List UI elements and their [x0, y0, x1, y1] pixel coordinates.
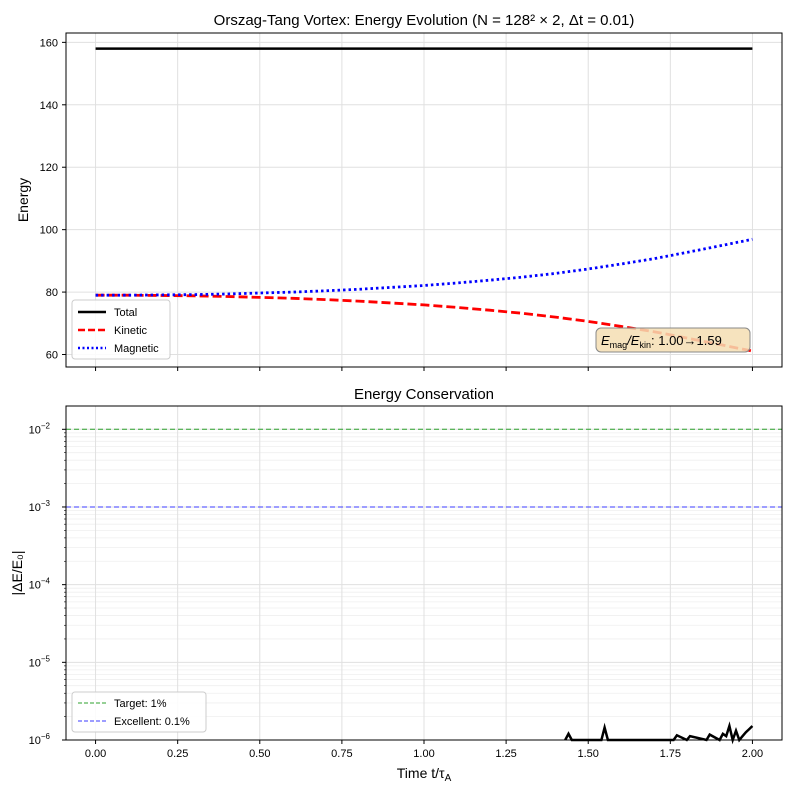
bottom-reference-lines	[66, 428, 782, 508]
y-axis-label: Energy	[15, 178, 31, 222]
x-tick-label: 0.50	[249, 748, 270, 760]
bottom-y-tick-label: 10−4	[29, 577, 51, 592]
annotation-prefix: E	[601, 333, 610, 348]
energy-ratio-annotation: Emag/Ekin: 1.00→1.59	[595, 327, 751, 353]
top-y-tick-label: 160	[40, 37, 58, 49]
legend-box	[71, 299, 171, 360]
energy-error-line	[564, 721, 754, 745]
top-y-tick-label: 80	[46, 287, 58, 299]
y-tick-exponent: −6	[41, 732, 51, 741]
x-axis-label: Time t/τA	[397, 765, 452, 784]
top-x-ticks	[95, 367, 753, 371]
annotation-sub2: kin	[639, 340, 651, 350]
legend-label-total: Total	[114, 307, 137, 319]
annotation-slash: /E	[626, 333, 640, 348]
x-tick-label: 0.75	[331, 748, 352, 760]
bottom-y-tick-label: 10−2	[29, 421, 51, 436]
x-tick-label: 0.00	[85, 748, 106, 760]
legend: Total Kinetic Magnetic	[71, 299, 171, 360]
top-y-tick-label: 100	[40, 225, 58, 237]
bottom-y-tick-label: 10−5	[29, 654, 51, 669]
top-grid	[66, 33, 782, 367]
bottom-y-ticks: 10−6 10−5 10−4 10−3 10−2	[29, 421, 66, 747]
x-axis-label-main: Time t/τ	[397, 765, 445, 781]
y-tick-exponent: −2	[41, 421, 51, 430]
bottom-series	[564, 721, 754, 745]
x-tick-label: 0.25	[167, 748, 188, 760]
x-tick-label: 1.50	[578, 748, 599, 760]
y-tick-exponent: −5	[41, 654, 51, 663]
x-tick-label: 2.00	[742, 748, 763, 760]
legend-box-2	[71, 691, 207, 733]
top-y-tick-label: 120	[40, 162, 58, 174]
legend-2: Target: 1% Excellent: 0.1%	[71, 691, 207, 733]
legend-label-excellent: Excellent: 0.1%	[114, 716, 190, 728]
annotation-sub1: mag	[610, 340, 628, 350]
annotation-text: Emag/Ekin: 1.00→1.59	[601, 333, 722, 350]
legend-label-kinetic: Kinetic	[114, 325, 148, 337]
energy-evolution-panel: Orszag-Tang Vortex: Energy Evolution (N …	[15, 12, 783, 371]
x-axis-label-sub: A	[445, 773, 452, 784]
annotation-suffix: : 1.00→1.59	[651, 333, 722, 348]
chart-title: Orszag-Tang Vortex: Energy Evolution (N …	[214, 12, 635, 29]
legend-label-magnetic: Magnetic	[114, 343, 159, 355]
chart-title-2: Energy Conservation	[354, 386, 494, 403]
top-y-ticks: 60 80 100 120 140 160	[40, 37, 66, 362]
energy-conservation-panel: Energy Conservation 0.00 0.25 0.50 0.75 1.00…	[9, 386, 783, 784]
y-tick-exponent: −3	[41, 499, 51, 508]
annotation-box	[595, 327, 751, 353]
y-tick-exponent: −4	[41, 577, 51, 586]
top-y-tick-label: 140	[40, 100, 58, 112]
x-tick-label: 1.00	[413, 748, 434, 760]
x-tick-label: 1.25	[495, 748, 516, 760]
bottom-y-tick-label: 10−6	[29, 732, 51, 747]
bottom-y-tick-label: 10−3	[29, 499, 51, 514]
bottom-grid	[66, 406, 782, 741]
legend-label-target: Target: 1%	[114, 698, 167, 710]
x-tick-label: 1.75	[660, 748, 681, 760]
top-y-tick-label: 60	[46, 350, 58, 362]
bottom-x-ticks: 0.00 0.25 0.50 0.75 1.00 1.25 1.50 1.75 2.00	[85, 740, 763, 760]
y-axis-label-2: |ΔE/E₀|	[9, 550, 25, 595]
